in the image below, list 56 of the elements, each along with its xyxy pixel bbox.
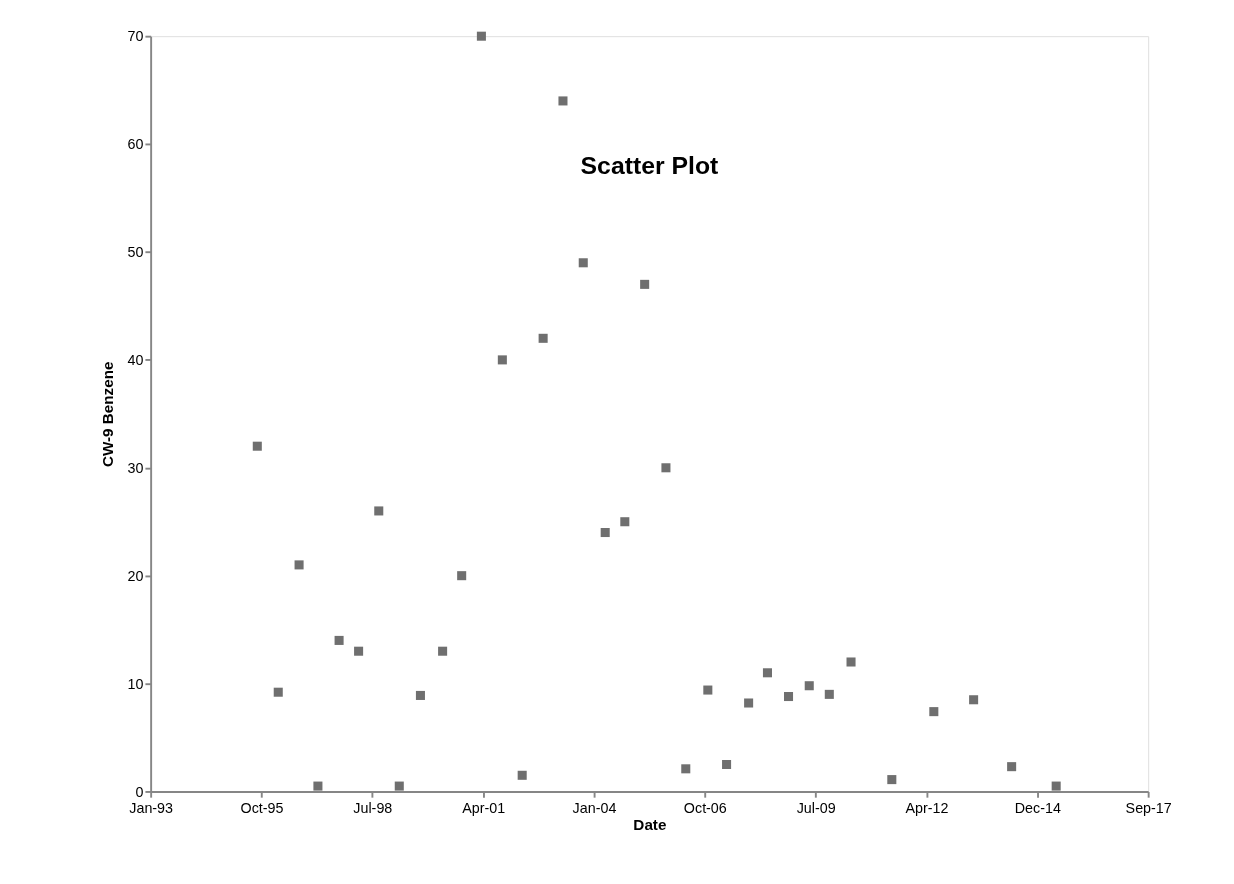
point bbox=[313, 781, 323, 791]
point bbox=[374, 506, 384, 516]
point bbox=[354, 646, 364, 656]
point bbox=[252, 441, 262, 451]
point bbox=[703, 685, 713, 695]
x-tick-label: Jul-98 bbox=[353, 799, 393, 816]
point bbox=[681, 764, 691, 774]
x-tick-label: Apr-01 bbox=[462, 799, 506, 816]
point bbox=[744, 698, 754, 708]
point bbox=[824, 689, 834, 699]
x-tick-label: Jan-04 bbox=[572, 799, 617, 816]
point bbox=[558, 96, 568, 106]
y-tick-label: 50 bbox=[127, 244, 144, 261]
point bbox=[1007, 762, 1017, 772]
x-tick-label: Sep-17 bbox=[1125, 799, 1172, 816]
point bbox=[415, 690, 425, 700]
point bbox=[538, 333, 548, 343]
point bbox=[722, 759, 732, 770]
point bbox=[846, 657, 856, 667]
y-tick-label: 40 bbox=[127, 352, 144, 369]
y-tick-label: 10 bbox=[127, 675, 144, 692]
point bbox=[578, 258, 588, 268]
point bbox=[438, 646, 448, 656]
x-tick-label: Dec-14 bbox=[1014, 799, 1061, 816]
point bbox=[887, 775, 897, 785]
point bbox=[620, 517, 630, 527]
x-tick-label: Jan-93 bbox=[129, 799, 174, 816]
point bbox=[804, 681, 814, 691]
x-tick-label: Jul-09 bbox=[796, 799, 836, 816]
y-tick-label: 60 bbox=[127, 136, 144, 153]
x-tick-label: Oct-06 bbox=[683, 799, 727, 816]
point bbox=[640, 279, 650, 289]
point bbox=[929, 707, 939, 717]
point bbox=[334, 635, 344, 645]
point bbox=[517, 770, 527, 780]
y-tick-label: 30 bbox=[127, 460, 144, 477]
text: Scatter Plot bbox=[580, 151, 719, 179]
point bbox=[661, 463, 671, 473]
x-tick-label: Apr-12 bbox=[905, 799, 949, 816]
point bbox=[273, 687, 283, 697]
point bbox=[394, 781, 404, 791]
point bbox=[457, 571, 467, 581]
x-axis-title: Date bbox=[633, 816, 667, 834]
point bbox=[476, 31, 486, 41]
y-tick-label: 0 bbox=[135, 783, 144, 800]
point bbox=[1051, 781, 1061, 791]
point bbox=[762, 668, 772, 678]
point bbox=[969, 695, 979, 705]
point bbox=[497, 355, 507, 365]
point bbox=[600, 528, 610, 538]
y-tick-label: 70 bbox=[127, 28, 144, 45]
y-tick-label: 20 bbox=[127, 567, 144, 584]
point bbox=[294, 560, 304, 570]
y-axis-title: CW-9 Benzene bbox=[99, 361, 117, 468]
x-tick-label: Oct-95 bbox=[240, 799, 284, 816]
point bbox=[784, 692, 794, 702]
